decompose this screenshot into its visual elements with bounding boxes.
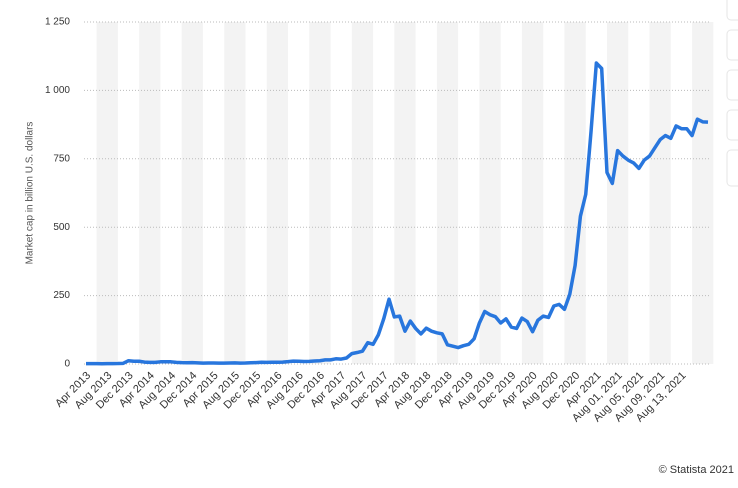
y-tick-label: 1 250	[45, 17, 70, 28]
data-line	[85, 61, 709, 366]
source: © Statista 2021	[659, 464, 734, 476]
tool-button[interactable]	[726, 29, 738, 61]
stripe	[521, 22, 544, 364]
stripe	[351, 22, 374, 364]
stripe	[479, 22, 501, 364]
stripe	[266, 22, 289, 364]
y-tick-label: 1 000	[45, 85, 70, 96]
tool-button[interactable]	[726, 69, 738, 101]
y-tick-label: 750	[53, 153, 70, 164]
y-tick-label: 500	[53, 222, 70, 233]
stripe	[436, 22, 459, 364]
stripe	[309, 22, 331, 364]
tool-button[interactable]	[726, 0, 738, 21]
y-tick-label: 250	[53, 290, 70, 301]
stripe	[224, 22, 246, 364]
stripe	[606, 22, 629, 364]
stripe	[181, 22, 203, 364]
stripe	[692, 22, 714, 364]
stripe	[139, 22, 161, 364]
tool-button[interactable]	[726, 149, 738, 187]
tool-button[interactable]	[726, 109, 738, 141]
stripe	[394, 22, 416, 364]
stripe	[649, 22, 671, 364]
stripe	[564, 22, 586, 364]
toolbar	[726, 0, 738, 187]
y-tick-label: 0	[64, 359, 70, 370]
y-axis-label: Market cap in billion U.S. dollars	[25, 122, 36, 265]
stripe	[96, 22, 118, 364]
